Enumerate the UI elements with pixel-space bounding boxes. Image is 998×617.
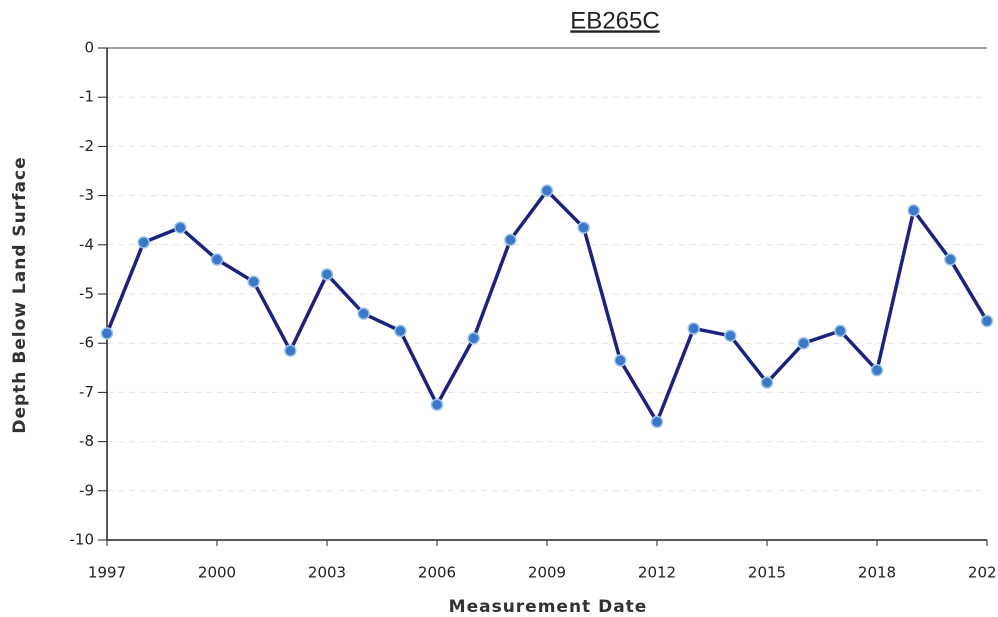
data-point bbox=[247, 275, 260, 288]
x-tick-label: 2006 bbox=[418, 564, 456, 582]
y-tick-label: -4 bbox=[79, 235, 94, 253]
x-tick-label: 2000 bbox=[198, 564, 236, 582]
data-point bbox=[944, 253, 957, 266]
x-tick-label: 2018 bbox=[858, 564, 896, 582]
y-tick-label: -5 bbox=[79, 285, 94, 303]
data-point bbox=[614, 354, 627, 367]
y-tick-label: -6 bbox=[79, 334, 94, 352]
x-tick-label: 2021 bbox=[968, 564, 998, 582]
data-point bbox=[687, 322, 700, 335]
data-point bbox=[100, 327, 114, 340]
data-point bbox=[357, 307, 370, 320]
data-point bbox=[467, 332, 480, 345]
data-point bbox=[760, 376, 774, 389]
data-point bbox=[797, 336, 810, 350]
data-point bbox=[834, 324, 847, 338]
data-point bbox=[210, 253, 224, 266]
data-point bbox=[284, 344, 297, 357]
x-tick-label: 1997 bbox=[88, 564, 126, 582]
data-point bbox=[907, 204, 920, 217]
data-point bbox=[320, 268, 334, 281]
y-tick-label: 0 bbox=[84, 39, 94, 57]
data-point bbox=[174, 221, 187, 234]
data-point bbox=[540, 184, 554, 197]
y-tick-label: -10 bbox=[70, 531, 95, 549]
y-tick-label: -9 bbox=[79, 481, 94, 499]
data-point bbox=[504, 233, 517, 247]
x-tick-label: 2012 bbox=[638, 564, 676, 582]
data-point bbox=[577, 221, 590, 234]
data-point bbox=[980, 314, 994, 328]
y-axis-label: Depth Below Land Surface bbox=[10, 156, 30, 433]
y-tick-label: -8 bbox=[79, 432, 94, 450]
y-tick-label: -1 bbox=[79, 88, 94, 106]
x-tick-label: 2003 bbox=[308, 564, 346, 582]
x-tick-label: 2015 bbox=[748, 564, 786, 582]
x-axis-label: Measurement Date bbox=[449, 597, 648, 617]
y-tick-label: -3 bbox=[79, 186, 94, 204]
y-tick-label: -2 bbox=[79, 137, 94, 155]
data-point bbox=[650, 415, 664, 429]
data-point bbox=[870, 364, 884, 377]
chart-title: EB265C bbox=[570, 7, 659, 34]
data-point bbox=[430, 398, 444, 411]
data-point bbox=[137, 236, 150, 249]
x-tick-label: 2009 bbox=[528, 564, 566, 582]
data-line bbox=[105, 188, 989, 424]
data-point bbox=[724, 329, 737, 343]
y-tick-label: -7 bbox=[79, 383, 94, 401]
data-point bbox=[394, 324, 407, 338]
